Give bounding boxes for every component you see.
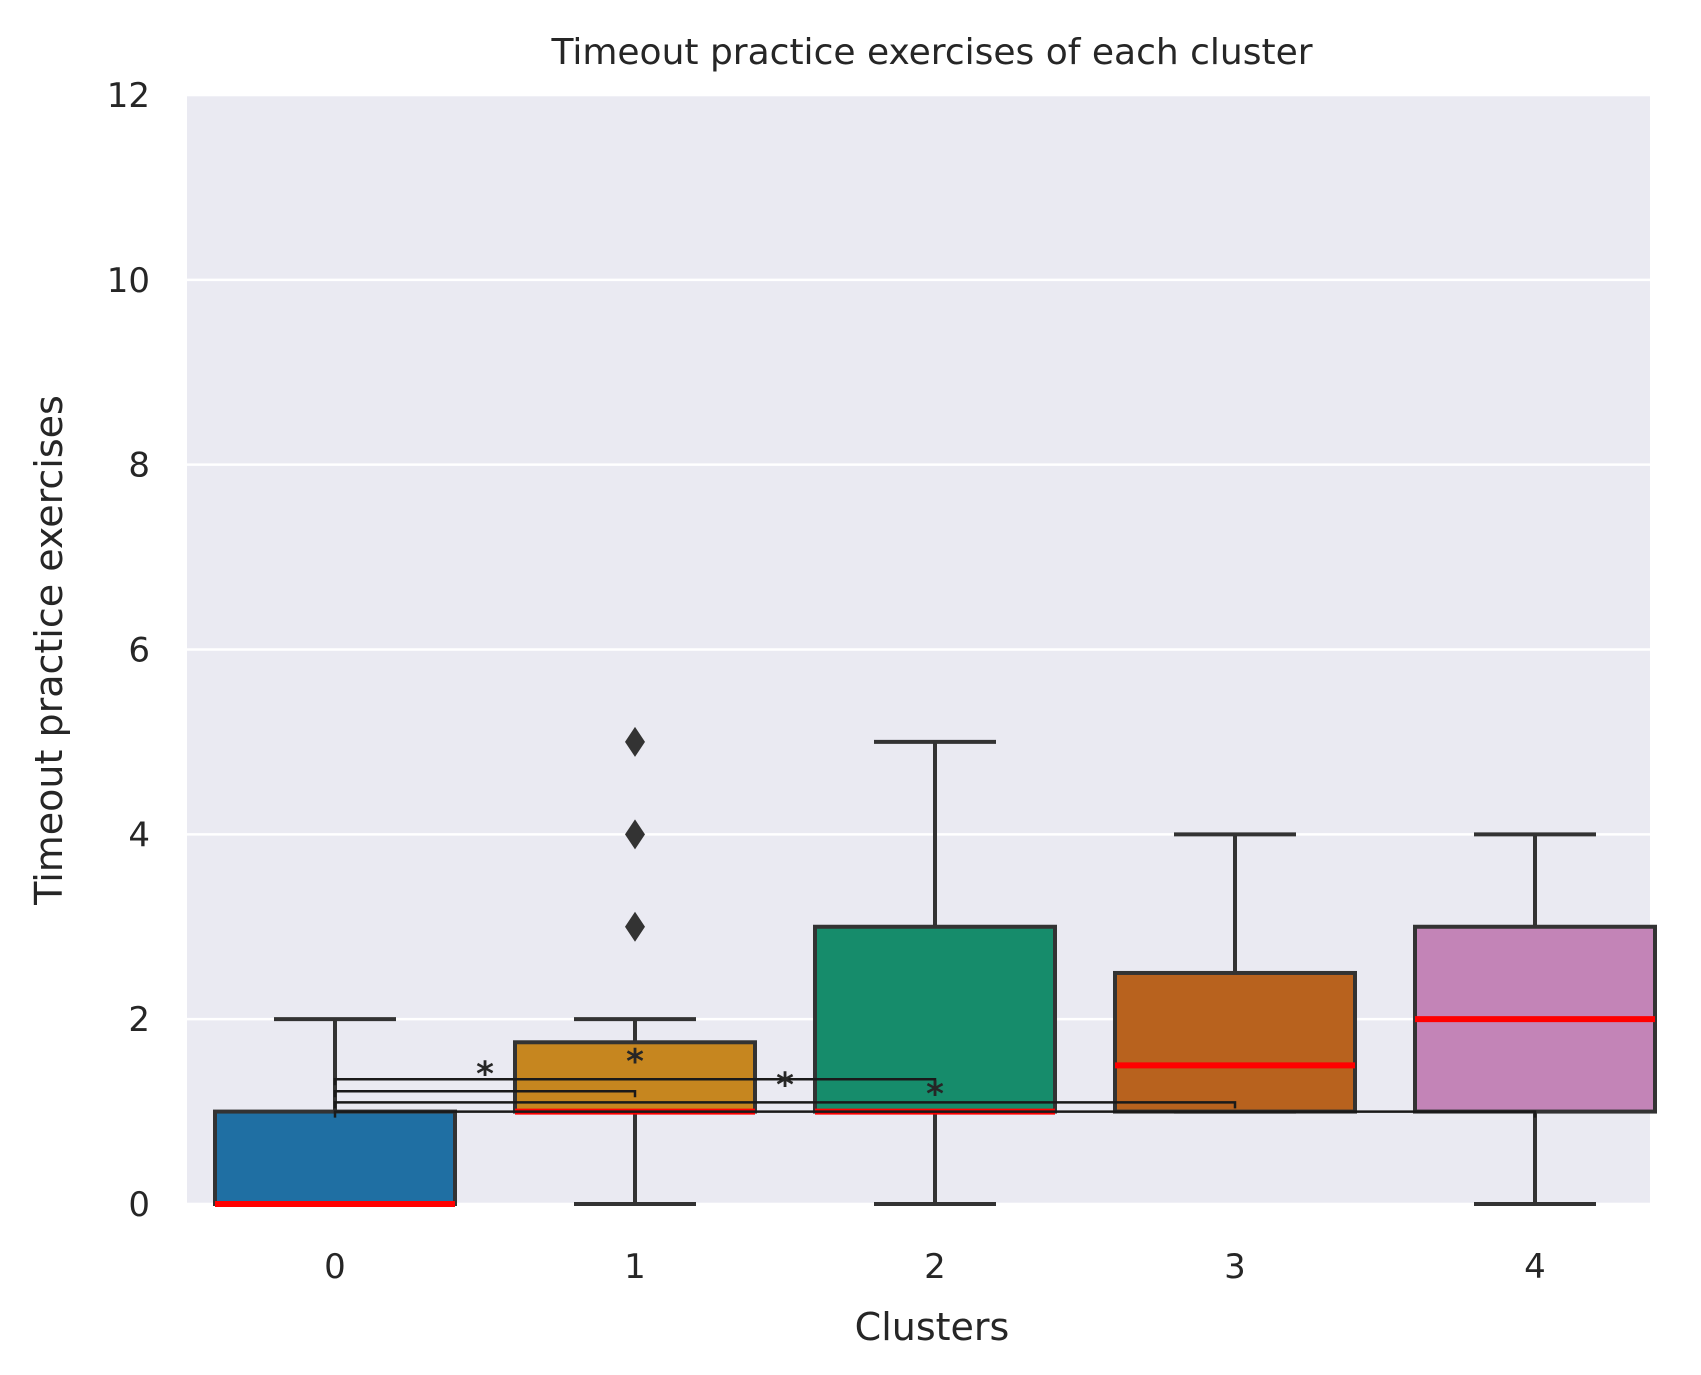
box-cluster-0 [213, 1017, 457, 1207]
y-tick-label-4: 4 [128, 815, 150, 855]
y-tick-label-8: 8 [128, 446, 150, 486]
significance-bracket [333, 1101, 1237, 1109]
x-tick-label-0: 0 [324, 1247, 346, 1287]
significance-0-2: * [333, 1042, 937, 1086]
y-axis-label: Timeout practice exercises [27, 395, 71, 906]
significance-0-3: * [333, 1065, 1237, 1109]
significance-label: * [626, 1042, 644, 1082]
box-iqr [513, 1040, 757, 1114]
significance-label: * [476, 1054, 494, 1094]
x-axis-label: Clusters [855, 1305, 1010, 1349]
x-tick-label-2: 2 [924, 1247, 946, 1287]
box-cluster-1 [513, 726, 757, 1206]
y-tick-label-12: 12 [107, 76, 150, 116]
significance-bracket [333, 1090, 637, 1098]
y-tick-label-2: 2 [128, 1000, 150, 1040]
significance-label: * [776, 1065, 794, 1105]
x-tick-label-3: 3 [1224, 1247, 1246, 1287]
outlier-point [625, 911, 645, 942]
significance-0-1: * [333, 1054, 637, 1098]
x-tick-label-1: 1 [624, 1247, 646, 1287]
y-tick-labels: 0 2 4 6 8 10 12 [107, 76, 150, 1225]
significance-label: * [926, 1075, 944, 1115]
y-tick-label-0: 0 [128, 1185, 150, 1225]
box-iqr [1113, 970, 1357, 1114]
significance-0-4: * [333, 1075, 1537, 1118]
y-tick-label-6: 6 [128, 631, 150, 671]
significance-bracket [333, 1077, 937, 1086]
box-cluster-4 [1413, 832, 1657, 1206]
x-tick-label-4: 4 [1524, 1247, 1546, 1287]
box-iqr [213, 1109, 457, 1207]
chart-title: Timeout practice exercises of each clust… [550, 32, 1312, 73]
y-tick-label-10: 10 [107, 261, 150, 301]
significance-bracket [333, 1110, 1537, 1118]
outlier-point [625, 819, 645, 850]
boxes [213, 726, 1657, 1207]
significance-annotations: * * * * [333, 1042, 1537, 1118]
x-tick-labels: 0 1 2 3 4 [324, 1247, 1546, 1287]
outlier-point [625, 726, 645, 757]
